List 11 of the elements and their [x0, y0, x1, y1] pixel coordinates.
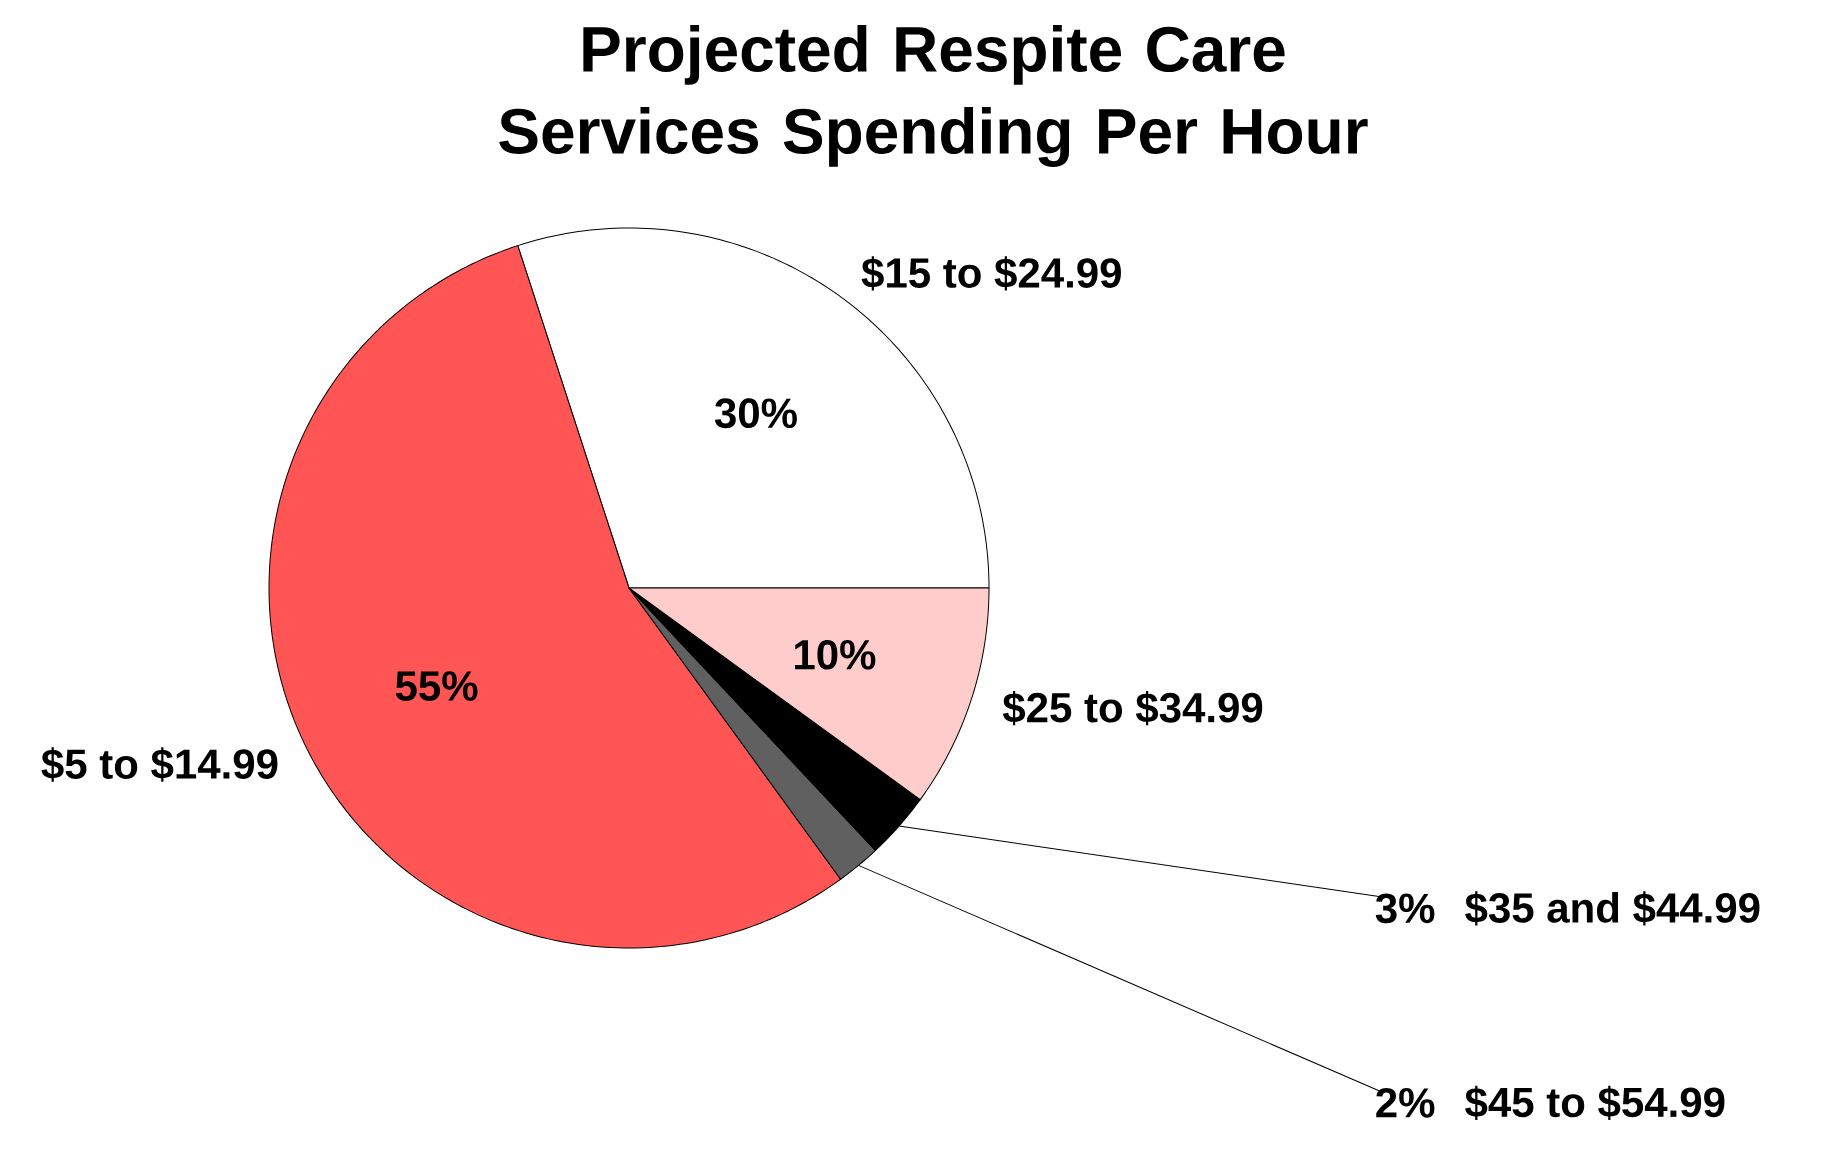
slice-label: $35 and $44.99	[1465, 891, 1760, 926]
slice-label: $15 to $24.99	[861, 256, 1121, 291]
slice-label: $25 to $34.99	[1002, 691, 1263, 726]
slice-label: $45 to $54.99	[1465, 1085, 1725, 1120]
data-label: 55%	[395, 671, 478, 701]
slice-label: $5 to $14.99	[41, 747, 278, 782]
data-label: 2%	[1376, 1087, 1435, 1118]
data-label: 10%	[795, 639, 876, 670]
chart-title: Projected Respite Care Services Spending Per Hour	[499, 25, 1368, 167]
data-label: 30%	[714, 398, 797, 429]
data-label: 3%	[1375, 893, 1435, 924]
